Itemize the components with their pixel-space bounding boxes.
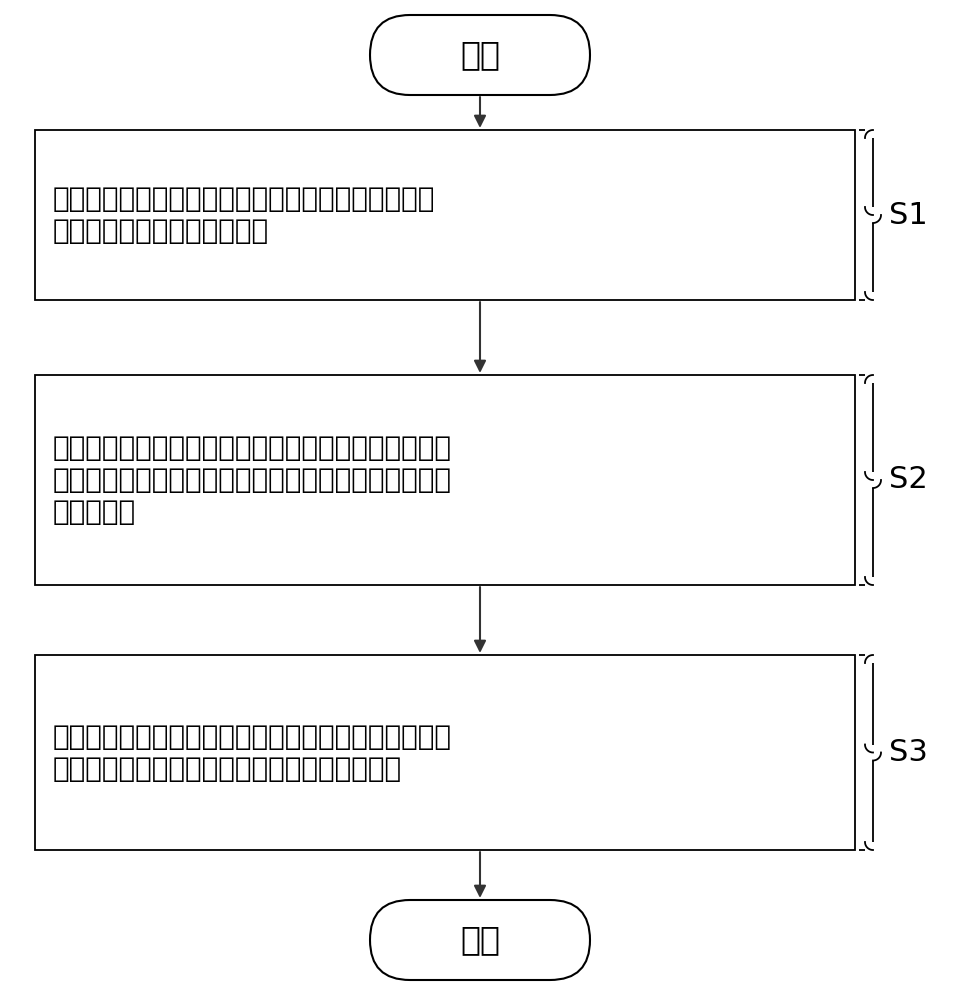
Text: 述每个候选词条的可选择区域选择相应候选词条: 述每个候选词条的可选择区域选择相应候选词条 (53, 754, 402, 782)
Text: 述每个候选词条的可选择区域的大小基于相应候选词条: 述每个候选词条的可选择区域的大小基于相应候选词条 (53, 466, 452, 494)
Text: 开始: 开始 (460, 38, 500, 72)
Text: 向所述用户呈现所述每个候选词条，以供所述用户在所: 向所述用户呈现所述每个候选词条，以供所述用户在所 (53, 722, 452, 750)
Text: 获取其中每个候选词条的可选择区域的大小，其中，所: 获取其中每个候选词条的可选择区域的大小，其中，所 (53, 434, 452, 462)
Text: S2: S2 (889, 466, 927, 494)
Text: 根据用户输入的输入序列，确定拟在当屏呈现的所输: 根据用户输入的输入序列，确定拟在当屏呈现的所输 (53, 185, 436, 213)
FancyBboxPatch shape (370, 15, 590, 95)
Text: 入序列所对应的多个候选词条: 入序列所对应的多个候选词条 (53, 217, 269, 245)
Text: 的权重确定: 的权重确定 (53, 498, 136, 526)
FancyBboxPatch shape (35, 375, 855, 585)
Text: S3: S3 (889, 738, 928, 767)
Text: S1: S1 (889, 200, 927, 230)
Text: 结束: 结束 (460, 924, 500, 956)
FancyBboxPatch shape (370, 900, 590, 980)
FancyBboxPatch shape (35, 130, 855, 300)
FancyBboxPatch shape (35, 655, 855, 850)
